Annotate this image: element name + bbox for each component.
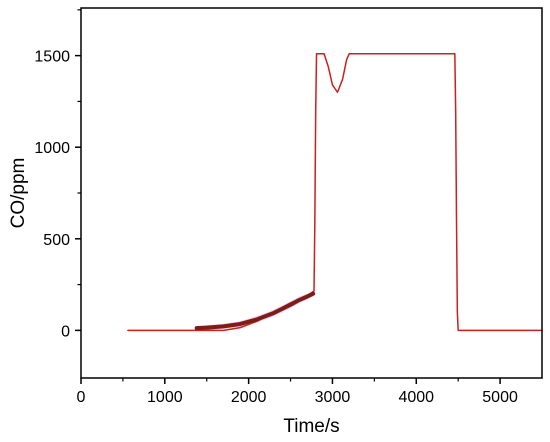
series-line-2: [194, 291, 316, 331]
y-tick-label: 0: [61, 323, 70, 340]
tick-layer: 0 1000 2000 3000 4000 5000 0 500 1000 1500: [34, 9, 518, 406]
x-tick-label: 5000: [482, 389, 518, 406]
x-tick-label: 1000: [147, 389, 183, 406]
x-tick-label: 0: [77, 389, 86, 406]
x-tick-label: 2000: [231, 389, 267, 406]
y-axis-title: CO/ppm: [8, 158, 29, 229]
y-tick-label: 500: [43, 232, 70, 249]
series-layer: [127, 53, 543, 332]
x-tick-label: 3000: [315, 389, 351, 406]
x-tick-label: 4000: [398, 389, 434, 406]
y-tick-label: 1500: [34, 49, 70, 66]
y-tick-label: 1000: [34, 140, 70, 157]
x-axis-title: Time/s: [283, 416, 339, 437]
